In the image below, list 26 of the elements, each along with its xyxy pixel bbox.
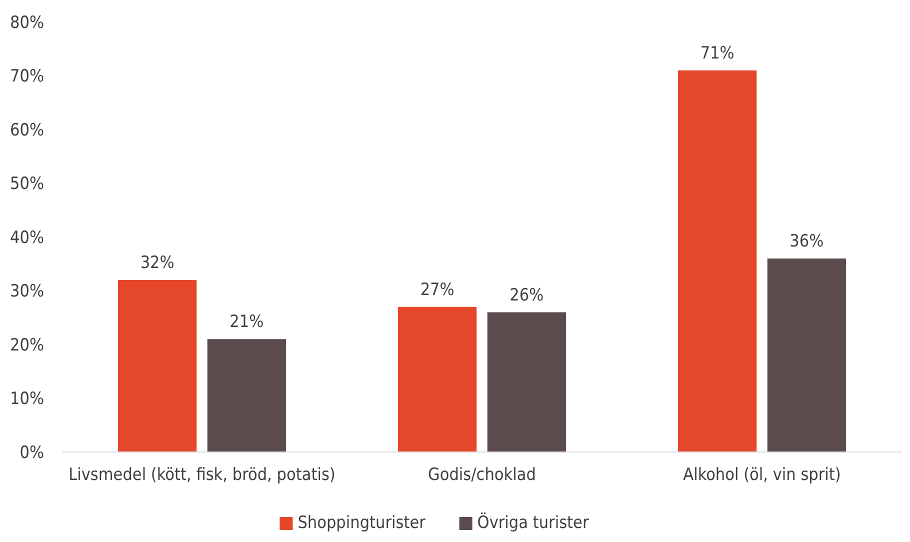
y-tick-label: 0%: [20, 442, 44, 463]
y-tick-label: 60%: [10, 120, 44, 140]
bar: [767, 258, 846, 452]
legend-label: Shoppingturister: [298, 513, 426, 533]
bar: [398, 306, 477, 452]
bar: [487, 312, 566, 452]
y-tick-label: 20%: [10, 335, 44, 356]
y-tick-label: 10%: [10, 389, 44, 410]
data-label: 32%: [140, 253, 174, 273]
y-tick-label: 80%: [10, 12, 44, 33]
data-label: 21%: [230, 312, 264, 332]
data-label: 26%: [510, 285, 544, 306]
bar: [678, 70, 757, 452]
bar: [207, 339, 286, 452]
legend-label: Övriga turister: [477, 512, 590, 533]
bar: [118, 280, 197, 452]
data-label: 36%: [790, 232, 824, 252]
x-tick-label: Alkohol (öl, vin sprit): [683, 465, 841, 485]
x-tick-label: Livsmedel (kött, fisk, bröd, potatis): [68, 465, 336, 485]
data-label: 71%: [700, 43, 734, 64]
y-tick-label: 40%: [10, 228, 44, 248]
y-tick-label: 30%: [10, 282, 44, 302]
x-tick-label: Godis/choklad: [428, 465, 536, 485]
data-label: 27%: [420, 280, 454, 300]
y-tick-label: 70%: [10, 66, 44, 87]
y-tick-label: 50%: [10, 174, 44, 194]
